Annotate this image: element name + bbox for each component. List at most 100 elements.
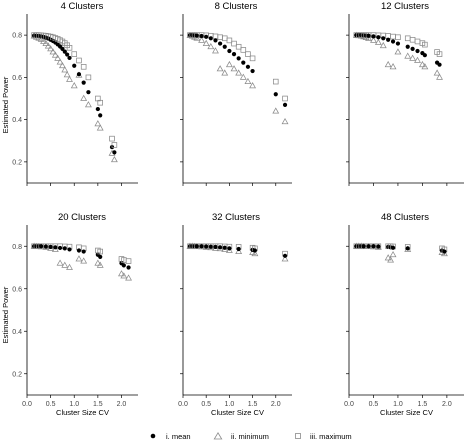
mean-point — [67, 247, 72, 252]
y-tick-label: 0.2 — [12, 371, 22, 378]
mean-point — [62, 246, 67, 251]
mean-point — [371, 244, 376, 249]
mean-point — [405, 246, 410, 251]
min-point — [94, 259, 102, 266]
mean-point — [437, 62, 442, 67]
min-point — [221, 69, 229, 76]
legend-mean-label: i. mean — [166, 432, 191, 441]
min-point — [281, 117, 289, 125]
mean-point — [227, 48, 232, 54]
min-point — [202, 39, 210, 46]
mean-point — [227, 246, 232, 251]
min-point — [75, 255, 83, 262]
mean-point — [208, 244, 213, 249]
legend: i. mean ii. minimum iii. maximum — [150, 432, 352, 441]
panel-title: 48 Clusters — [381, 212, 429, 223]
min-point — [61, 261, 69, 268]
mean-point — [39, 244, 44, 249]
min-point — [384, 254, 392, 261]
min-point — [120, 272, 128, 279]
y-tick-label: 0.4 — [12, 329, 22, 336]
max-point — [221, 35, 228, 42]
y-tick-label: 0.6 — [12, 286, 22, 293]
mean-point — [390, 245, 396, 250]
max-point — [71, 51, 78, 57]
panel-title: 32 Clusters — [212, 212, 260, 223]
mean-point — [366, 244, 371, 249]
min-point — [37, 35, 45, 42]
mean-point — [371, 34, 376, 39]
min-point — [389, 63, 397, 70]
max-point — [85, 74, 92, 81]
mean-point — [410, 46, 415, 51]
legend-maximum-label: iii. maximum — [310, 432, 352, 441]
y-tick-label: 0.6 — [12, 75, 22, 82]
min-point — [389, 250, 397, 258]
mean-point — [86, 90, 91, 95]
max-point — [395, 34, 401, 41]
max-point — [212, 33, 219, 40]
mean-point — [126, 265, 131, 270]
max-point — [80, 64, 87, 70]
min-point — [42, 39, 50, 46]
mean-point — [395, 41, 401, 46]
y-axis-label-top: Estimated Power — [1, 76, 10, 133]
min-point — [125, 274, 132, 281]
max-point — [390, 33, 396, 40]
max-point — [240, 47, 247, 53]
mean-point — [273, 92, 278, 97]
x-tick-label: 1.5 — [248, 401, 258, 408]
x-tick-label: 0.0 — [178, 401, 188, 408]
mean-point — [390, 39, 396, 44]
min-point — [54, 54, 62, 61]
min-point — [230, 65, 238, 72]
max-point — [111, 142, 118, 148]
legend-maximum-marker — [295, 433, 301, 439]
min-point — [96, 261, 104, 268]
min-point — [249, 82, 257, 89]
mean-point — [241, 60, 246, 65]
min-point — [239, 73, 247, 80]
mean-point — [81, 249, 86, 254]
x-tick-label: 1.5 — [418, 401, 428, 408]
max-point — [404, 35, 411, 42]
mean-point — [62, 49, 67, 54]
min-point — [207, 42, 215, 50]
mean-point — [76, 72, 82, 77]
max-point — [249, 55, 256, 62]
mean-point — [381, 36, 386, 41]
y-tick-label: 0.4 — [12, 117, 22, 124]
max-point — [235, 43, 242, 50]
mean-point — [282, 253, 288, 258]
min-point — [235, 247, 243, 254]
mean-point — [250, 68, 255, 74]
mean-point — [72, 63, 77, 68]
max-point — [414, 38, 421, 45]
min-point — [56, 259, 64, 266]
mean-point — [208, 36, 213, 41]
x-tick-label: 0.5 — [369, 401, 379, 408]
x-tick-label: 0.5 — [201, 401, 211, 408]
min-point — [235, 69, 243, 76]
x-tick-label: 1.5 — [93, 401, 103, 408]
mean-point — [43, 244, 48, 249]
panel-title: 4 Clusters — [61, 1, 104, 12]
mean-point — [376, 35, 381, 40]
x-tick-label: 0.0 — [344, 401, 354, 408]
mean-point — [222, 245, 227, 250]
min-point — [409, 54, 417, 61]
y-tick-label: 0.2 — [12, 159, 22, 166]
min-point — [418, 60, 426, 68]
mean-point — [95, 106, 100, 112]
max-point — [76, 57, 82, 64]
min-point — [216, 65, 224, 72]
mean-point — [218, 245, 223, 250]
min-point — [61, 66, 69, 73]
min-point — [96, 124, 104, 131]
mean-point — [422, 53, 427, 58]
mean-point — [361, 244, 366, 249]
mean-point — [60, 46, 65, 51]
mean-point — [199, 244, 204, 249]
min-point — [47, 45, 55, 52]
